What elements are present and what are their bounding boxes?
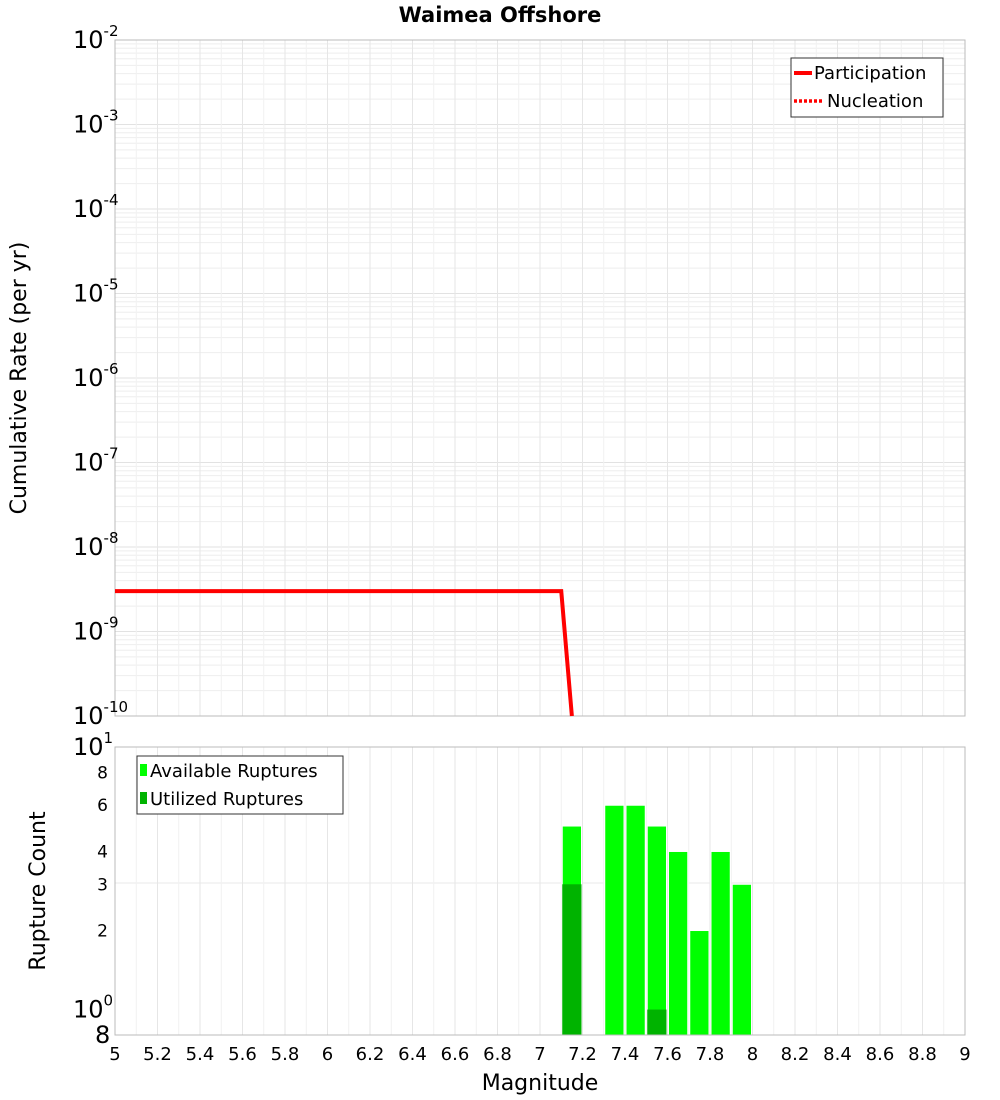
bottom-y-major-exponent: 1 bbox=[104, 729, 114, 747]
bottom-plot-bars bbox=[561, 804, 752, 1036]
legend-utilized-label: Utilized Ruptures bbox=[150, 789, 303, 810]
top-y-tick-label: 10-7 bbox=[73, 445, 119, 477]
top-y-tick-label: 10-9 bbox=[73, 614, 119, 646]
x-tick-label: 8.8 bbox=[908, 1044, 937, 1065]
available-rupture-bar bbox=[668, 850, 689, 1036]
top-y-tick-label: 10-2 bbox=[73, 22, 119, 54]
bottom-y-major-label: 8 bbox=[95, 1021, 110, 1049]
bottom-legend: Available Ruptures Utilized Ruptures bbox=[136, 755, 344, 815]
top-legend-box bbox=[790, 57, 944, 118]
x-tick-label: 6.4 bbox=[398, 1044, 427, 1065]
x-tick-label: 7.8 bbox=[696, 1044, 725, 1065]
bottom-y-tick-label: 4 bbox=[97, 842, 108, 862]
top-y-tick-exponent: -3 bbox=[104, 107, 119, 125]
top-y-tick-exponent: -4 bbox=[104, 191, 119, 209]
legend-participation-label: Participation bbox=[814, 63, 926, 84]
x-axis-title: Magnitude bbox=[482, 1071, 599, 1096]
top-legend: Participation Nucleation bbox=[790, 57, 944, 118]
top-plot-frame bbox=[114, 39, 966, 717]
legend-available-label: Available Ruptures bbox=[150, 761, 318, 782]
x-tick-label: 8.2 bbox=[781, 1044, 810, 1065]
available-rupture-bar bbox=[731, 883, 752, 1036]
legend-utilized-swatch bbox=[140, 792, 147, 804]
available-rupture-bar bbox=[625, 804, 646, 1036]
x-tick-label: 5.6 bbox=[228, 1044, 257, 1065]
top-y-tick-exponent: -7 bbox=[104, 445, 119, 463]
utilized-rupture-bar bbox=[647, 1009, 667, 1035]
top-y-tick-exponent: -8 bbox=[104, 529, 119, 547]
series-line-participation bbox=[115, 589, 574, 717]
top-y-tick-exponent: -9 bbox=[104, 614, 119, 632]
x-tick-label: 5 bbox=[109, 1044, 120, 1065]
x-tick-label: 7.6 bbox=[653, 1044, 682, 1065]
bottom-y-major-label: 100 bbox=[73, 992, 113, 1024]
top-y-axis-title: Cumulative Rate (per yr) bbox=[7, 242, 32, 515]
top-y-tick-label: 10-5 bbox=[73, 276, 119, 308]
chart-title: Waimea Offshore bbox=[399, 3, 602, 27]
bottom-y-major-label: 101 bbox=[73, 729, 113, 761]
x-tick-label: 7.2 bbox=[568, 1044, 597, 1065]
top-plot-series bbox=[115, 589, 574, 717]
top-y-tick-exponent: -6 bbox=[104, 360, 119, 378]
available-rupture-bar bbox=[689, 930, 710, 1036]
x-tick-label: 9 bbox=[959, 1044, 970, 1065]
x-tick-label: 8.4 bbox=[823, 1044, 852, 1065]
bottom-y-tick-label: 2 bbox=[97, 922, 108, 942]
x-tick-label: 7 bbox=[534, 1044, 545, 1065]
top-y-tick-label: 10-3 bbox=[73, 107, 119, 139]
available-rupture-bar bbox=[710, 850, 731, 1036]
utilized-rupture-bar bbox=[562, 884, 582, 1035]
x-tick-label: 6 bbox=[322, 1044, 333, 1065]
bottom-y-tick-label: 6 bbox=[97, 796, 108, 816]
x-tick-labels: 5 5.2 5.4 5.6 5.8 6 6.2 6.4 6.6 6.8 7 7.2 7.4 7.6 7.8 8… bbox=[109, 1044, 970, 1065]
bottom-legend-box bbox=[136, 755, 344, 815]
top-y-tick-label: 10-10 bbox=[73, 698, 128, 730]
legend-nucleation-label: Nucleation bbox=[827, 91, 923, 112]
x-tick-label: 5.2 bbox=[143, 1044, 172, 1065]
x-tick-label: 8.6 bbox=[866, 1044, 895, 1065]
bottom-plot-frame bbox=[114, 746, 966, 1036]
legend-available-swatch bbox=[140, 764, 147, 776]
top-y-tick-exponent: -10 bbox=[104, 698, 129, 716]
bottom-y-major-exponent: 0 bbox=[104, 992, 114, 1010]
x-tick-label: 7.4 bbox=[611, 1044, 640, 1065]
x-tick-label: 5.8 bbox=[271, 1044, 300, 1065]
bottom-y-tick-label: 8 bbox=[97, 763, 108, 783]
top-y-tick-label: 10-8 bbox=[73, 529, 119, 561]
x-tick-label: 6.6 bbox=[441, 1044, 470, 1065]
x-tick-label: 5.4 bbox=[186, 1044, 215, 1065]
available-rupture-bar bbox=[604, 804, 625, 1036]
top-y-tick-label: 10-6 bbox=[73, 360, 119, 392]
top-plot-grid bbox=[114, 40, 966, 717]
x-tick-label: 6.2 bbox=[356, 1044, 385, 1065]
top-y-tick-exponent: -2 bbox=[104, 22, 119, 40]
x-tick-label: 6.8 bbox=[483, 1044, 512, 1065]
bottom-y-tick-label: 3 bbox=[97, 875, 108, 895]
x-tick-label: 8 bbox=[747, 1044, 758, 1065]
top-y-tick-labels: 10-10 10-9 10-8 10-7 10-6 10-5 10-4 10-3 10-2 bbox=[73, 22, 128, 730]
bottom-y-axis-title: Rupture Count bbox=[26, 811, 51, 971]
available-rupture-bar bbox=[646, 825, 667, 1036]
top-y-tick-exponent: -5 bbox=[104, 276, 119, 294]
top-y-tick-label: 10-4 bbox=[73, 191, 119, 223]
